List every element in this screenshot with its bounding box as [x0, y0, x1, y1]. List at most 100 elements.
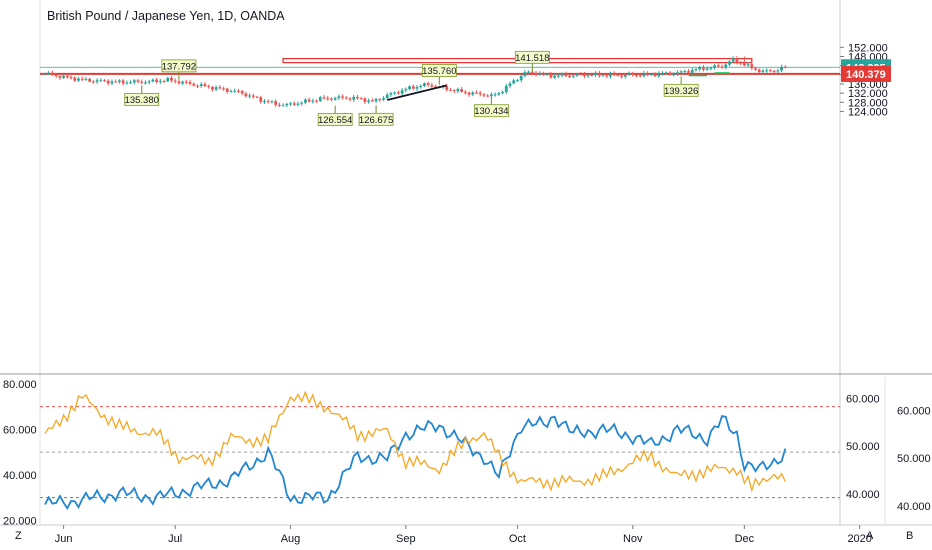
candle-body	[590, 75, 594, 77]
candle-body	[623, 75, 627, 77]
candle-body	[512, 80, 516, 84]
candle-body	[769, 70, 772, 72]
candle-body	[612, 73, 616, 75]
candle-body	[635, 74, 638, 76]
x-tick-label: Sep	[396, 533, 416, 545]
candle-body	[750, 64, 754, 69]
candle-body	[151, 79, 155, 82]
candle-body	[318, 97, 322, 101]
candle-body	[672, 74, 676, 76]
candle-body	[248, 95, 251, 97]
y-tick-label: 132.000	[848, 88, 888, 100]
y-tick-label: 136.000	[848, 79, 888, 91]
price-label: 137.792	[162, 61, 196, 72]
price-label: 135.760	[422, 66, 456, 77]
candle-body	[300, 102, 304, 104]
auto-scale-button[interactable]: A	[866, 530, 874, 542]
candle-body	[568, 76, 571, 78]
candle-body	[556, 75, 560, 77]
candle-body	[367, 100, 371, 102]
osc-left-tick-label: 40.000	[3, 470, 37, 482]
candle-body	[583, 74, 586, 77]
price-label: 126.554	[318, 115, 352, 126]
candle-body	[281, 105, 285, 107]
x-tick-label: 2020	[847, 533, 871, 545]
candle-body	[739, 62, 743, 64]
candle-body	[423, 83, 426, 87]
candle-body	[144, 82, 147, 84]
candle-body	[251, 95, 255, 97]
candle-body	[638, 75, 642, 77]
candle-body	[397, 92, 400, 94]
candle-body	[694, 69, 698, 71]
candle-body	[490, 94, 493, 97]
candle-body	[54, 74, 58, 77]
price-label-box	[473, 104, 509, 118]
candle-body	[348, 98, 352, 100]
price-label: 141.518	[515, 53, 549, 64]
candle-body	[783, 66, 787, 68]
candle-body	[471, 92, 475, 95]
candle-body	[564, 73, 568, 77]
candle-body	[80, 78, 84, 80]
osc-inner-tick-label: 50.000	[846, 441, 880, 453]
osc-left-tick-label: 20.000	[3, 515, 37, 527]
osc-left-tick-label: 80.000	[3, 379, 37, 391]
candle-body	[177, 81, 181, 84]
candle-body	[184, 81, 188, 83]
candle-body	[203, 84, 207, 87]
candle-body	[516, 80, 519, 82]
candle-body	[631, 73, 635, 75]
candle-body	[724, 64, 728, 68]
candle-body	[702, 67, 705, 70]
candle-body	[713, 65, 716, 68]
candle-body	[449, 89, 452, 91]
candle-body	[304, 99, 307, 103]
price-label-box	[514, 50, 550, 64]
candle-body	[370, 100, 374, 102]
candle-body	[746, 64, 750, 66]
candle-body	[765, 70, 769, 72]
candle-body	[188, 82, 192, 84]
candle-body	[597, 72, 601, 76]
candle-body	[560, 73, 564, 76]
candle-body	[292, 103, 296, 105]
candle-body	[222, 88, 225, 90]
candle-body	[166, 77, 170, 82]
candle-body	[419, 86, 423, 88]
y-tick-label: 124.000	[848, 106, 888, 118]
candle-body	[263, 101, 266, 103]
x-tick-label: Nov	[623, 533, 643, 545]
candle-body	[642, 73, 646, 77]
candle-body	[99, 80, 103, 82]
candle-body	[579, 73, 583, 75]
candle-body	[408, 86, 411, 90]
candle-body	[181, 81, 185, 84]
candle-body	[772, 70, 776, 72]
candle-body	[65, 75, 69, 78]
scale-b-button[interactable]: B	[906, 530, 914, 542]
candle-body	[728, 61, 731, 65]
candle-body	[170, 77, 173, 81]
candle-body	[475, 92, 478, 94]
candle-body	[497, 93, 501, 95]
candle-body	[259, 97, 263, 102]
candle-body	[683, 71, 687, 73]
x-tick-label: Jun	[55, 533, 73, 545]
candle-body	[757, 69, 761, 73]
candle-body	[486, 95, 490, 97]
candle-body	[545, 73, 549, 75]
candle-body	[266, 101, 270, 103]
trend-line	[387, 84, 447, 101]
osc-right-tick-label: 60.000	[897, 405, 931, 417]
candle-body	[508, 83, 512, 86]
osc-inner-tick-label: 60.000	[846, 393, 880, 405]
candle-body	[627, 73, 631, 76]
candle-body	[225, 88, 229, 92]
timezone-label[interactable]: Z	[15, 530, 22, 542]
candle-body	[132, 80, 136, 83]
candle-body	[62, 75, 65, 78]
candle-body	[58, 76, 62, 78]
candle-body	[196, 85, 199, 87]
